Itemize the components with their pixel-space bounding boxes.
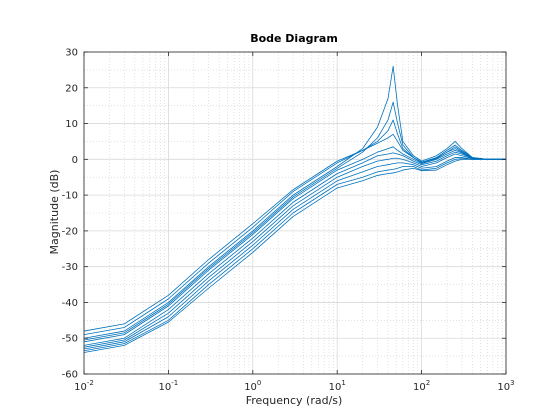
x-axis-label: Frequency (rad/s) [246,394,343,407]
series-group [83,65,506,353]
series-line-3 [83,119,506,336]
x-tick-label: 102 [413,379,430,393]
y-tick-label: -50 [62,334,78,345]
y-axis-label: Magnitude (dB) [48,170,61,255]
y-tick-label: 0 [72,155,78,166]
series-line-7 [83,153,506,348]
x-tick-label: 10-2 [74,379,94,393]
y-tick-label: -60 [62,370,78,381]
x-tick-labels: 10-2 10-1 100 101 102 103 [74,379,514,393]
series-line-8 [83,157,506,350]
series-line-4 [83,133,506,332]
y-tick-label: 10 [65,119,78,130]
x-tick-label: 10-1 [159,379,179,393]
series-line-5 [83,146,506,343]
y-tick-labels: -60 -50 -40 -30 -20 -10 0 10 20 30 [62,48,78,381]
x-tick-label: 100 [244,379,261,393]
y-tick-label: 30 [65,48,78,59]
y-tick-label: -20 [62,226,78,237]
series-line-6 [83,151,506,346]
y-tick-label: 20 [65,83,78,94]
series-line-1 [83,65,506,339]
series-line-9 [83,158,506,352]
y-tick-label: -40 [62,298,78,309]
y-tick-label: -10 [62,191,78,202]
chart-title: Bode Diagram [250,32,338,45]
series-line-2 [83,101,506,341]
x-tick-label: 103 [497,379,514,393]
x-tick-label: 101 [329,379,346,393]
axis-ticks [83,51,507,375]
y-tick-label: -30 [62,262,78,273]
series-line-10 [83,158,506,353]
axes-box [83,51,507,375]
